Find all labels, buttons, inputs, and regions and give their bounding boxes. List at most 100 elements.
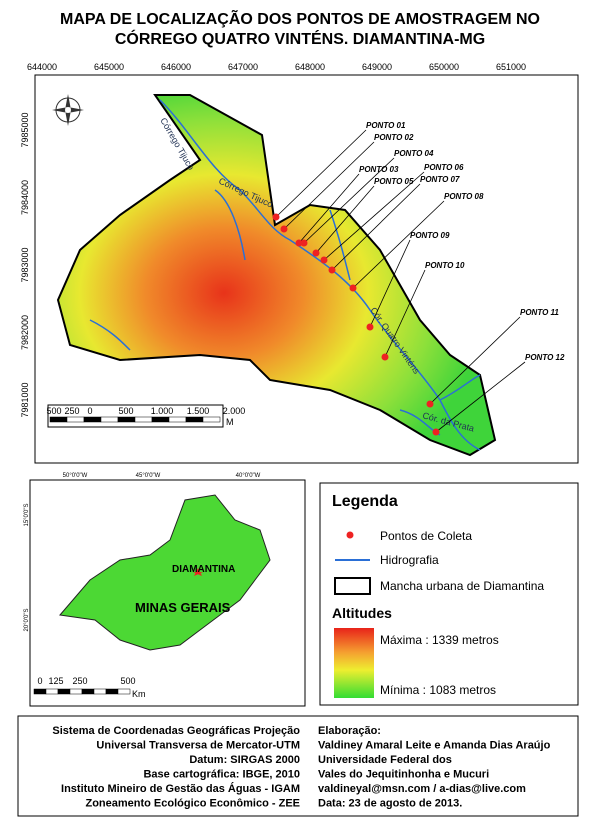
city-label: DIAMANTINA xyxy=(172,564,235,575)
leader-line xyxy=(283,141,375,230)
sample-point xyxy=(280,225,288,233)
leader-line xyxy=(298,173,360,244)
point-label: PONTO 02 xyxy=(374,133,414,142)
y-coord-label: 7983000 xyxy=(20,247,30,282)
city-marker xyxy=(193,568,203,576)
footer-left-line: Universal Transversa de Mercator-UTM xyxy=(96,740,300,752)
footer-right-line: Vales do Jequitinhonha e Mucuri xyxy=(318,769,489,781)
inset-scale-segment xyxy=(117,688,131,695)
inset-scale-segment xyxy=(69,688,83,695)
x-coord-label: 646000 xyxy=(161,62,191,72)
leader-line xyxy=(323,171,425,261)
footer-frame xyxy=(17,715,579,817)
x-coord-label: 647000 xyxy=(228,62,258,72)
footer-right-line: Universidade Federal dos xyxy=(318,754,452,766)
inset-scale-label: 0 xyxy=(37,676,42,686)
point-label: PONTO 04 xyxy=(394,149,434,158)
state-label: MINAS GERAIS xyxy=(135,600,231,615)
leader-line xyxy=(435,361,526,433)
inset-scale-label: 250 xyxy=(72,676,87,686)
title: CÓRREGO QUATRO VINTÉNS. DIAMANTINA-MG xyxy=(115,29,485,48)
point-label: PONTO 12 xyxy=(525,353,565,362)
scale-segment xyxy=(100,416,119,423)
scale-segment xyxy=(151,416,170,423)
inset-scale-segment xyxy=(33,688,47,695)
inset-scale-unit: Km xyxy=(132,689,146,699)
scale-segment xyxy=(168,416,187,423)
footer-left-line: Zoneamento Ecológico Econômico - ZEE xyxy=(85,798,300,810)
inset-scale-label: 500 xyxy=(120,676,135,686)
point-label: PONTO 07 xyxy=(420,175,460,184)
leader-line xyxy=(315,185,375,254)
sample-point xyxy=(349,284,357,292)
sample-point xyxy=(300,239,308,247)
point-label: PONTO 05 xyxy=(374,177,414,186)
inset-frame xyxy=(29,479,306,707)
point-label: PONTO 08 xyxy=(444,192,484,201)
scale-segment xyxy=(117,416,136,423)
scale-label: 0 xyxy=(87,406,92,416)
scale-label: 1.000 xyxy=(151,406,174,416)
sample-point xyxy=(272,213,280,221)
point-label: PONTO 01 xyxy=(366,121,406,130)
sample-point xyxy=(328,266,336,274)
y-coord-label: 7982000 xyxy=(20,315,30,350)
state-shape xyxy=(59,494,271,651)
scale-label: 250 xyxy=(64,406,79,416)
footer-right-line: Data: 23 de agosto de 2013. xyxy=(318,798,462,810)
leader-line xyxy=(331,183,421,271)
title: MAPA DE LOCALIZAÇÃO DOS PONTOS DE AMOSTR… xyxy=(60,8,540,28)
footer-left-line: Base cartográfica: IBGE, 2010 xyxy=(143,769,300,781)
x-coord-label: 650000 xyxy=(429,62,459,72)
leader-line xyxy=(303,157,395,244)
inset-x-label: 50°0'0"W xyxy=(63,473,88,479)
point-label: PONTO 03 xyxy=(359,165,399,174)
footer-left-line: Datum: SIRGAS 2000 xyxy=(189,754,300,766)
footer-right-line: valdineyal@msn.com / a-dias@live.com xyxy=(318,783,526,795)
sample-point xyxy=(426,400,434,408)
y-coord-label: 7981000 xyxy=(20,382,30,417)
inset-y-label: 15°0'0"S xyxy=(24,503,30,526)
urban-area xyxy=(56,94,497,457)
footer-left-line: Instituto Mineiro de Gestão das Águas - … xyxy=(61,782,300,795)
scale-segment xyxy=(66,416,85,423)
legend-symbol xyxy=(346,531,354,539)
legend-title: Legenda xyxy=(332,493,398,510)
x-coord-label: 648000 xyxy=(295,62,325,72)
x-coord-label: 645000 xyxy=(94,62,124,72)
leader-line xyxy=(384,269,426,358)
legend-symbol xyxy=(334,577,371,595)
inset-y-label: 20°0'0"S xyxy=(24,608,30,631)
legend-label: Mancha urbana de Diamantina xyxy=(380,579,544,593)
altitude-ramp xyxy=(334,628,374,698)
scale-label: 2.000 xyxy=(223,406,246,416)
x-coord-label: 649000 xyxy=(362,62,392,72)
inset-scale-segment xyxy=(81,688,95,695)
point-label: PONTO 10 xyxy=(425,261,465,270)
footer-right-line: Valdiney Amaral Leite e Amanda Dias Araú… xyxy=(318,740,551,752)
scale-segment xyxy=(49,416,68,423)
y-coord-label: 7985000 xyxy=(20,112,30,147)
y-coord-label: 7984000 xyxy=(20,180,30,215)
legend-label: Hidrografia xyxy=(380,553,439,567)
scale-segment xyxy=(202,416,221,423)
scale-label: 500 xyxy=(46,406,61,416)
scale-unit: M xyxy=(226,417,234,427)
point-label: PONTO 09 xyxy=(410,231,450,240)
x-coord-label: 651000 xyxy=(496,62,526,72)
point-label: PONTO 06 xyxy=(424,163,464,172)
scale-segment xyxy=(83,416,102,423)
inset-scale-segment xyxy=(93,688,107,695)
inset-x-label: 40°0'0"W xyxy=(236,473,261,479)
scale-segment xyxy=(185,416,204,423)
inset-scale-label: 125 xyxy=(48,676,63,686)
north-arrow xyxy=(52,94,84,126)
leader-line xyxy=(429,316,521,405)
scale-segment xyxy=(134,416,153,423)
sample-point xyxy=(295,239,303,247)
leader-line xyxy=(352,200,445,289)
leader-line xyxy=(369,239,411,328)
sample-point xyxy=(320,256,328,264)
footer-right-line: Elaboração: xyxy=(318,725,381,737)
